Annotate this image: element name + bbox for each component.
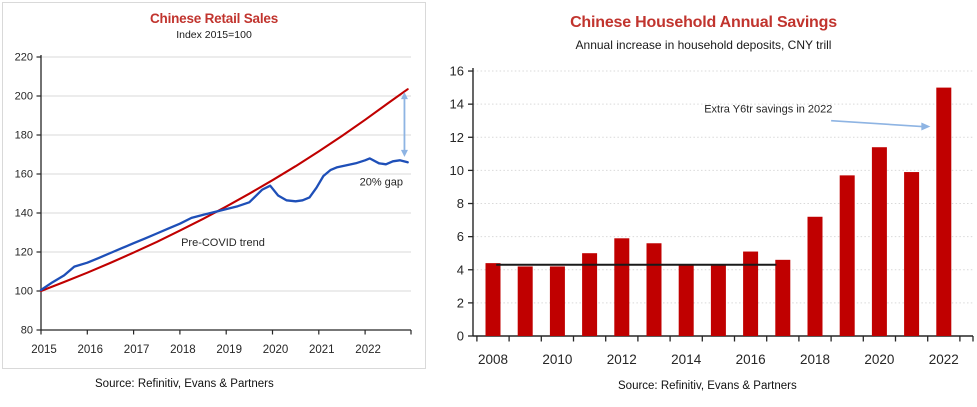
y-tick-label: 140 — [15, 208, 33, 220]
x-tick-label: 2008 — [478, 352, 508, 367]
retail-sales-chart-panel: Chinese Retail Sales Index 2015=100 80 10… — [2, 2, 426, 369]
y-tick-label: 16 — [450, 64, 464, 79]
x-tick-label: 2018 — [800, 352, 830, 367]
y-tick-label: 160 — [15, 169, 33, 181]
extra-savings-label: Extra Y6tr savings in 2022 — [704, 103, 832, 115]
bar-2017 — [775, 259, 791, 336]
left-chart-title: Chinese Retail Sales — [149, 11, 279, 26]
bar-2022 — [936, 87, 952, 336]
y-tick-label: 180 — [15, 130, 33, 142]
left-chart-subtitle: Index 2015=100 — [176, 29, 252, 41]
bar-2009 — [517, 266, 533, 336]
annotation-arrow-head-icon — [921, 122, 931, 131]
y-tick-label: 2 — [457, 295, 464, 310]
annotation-arrow-line — [831, 119, 923, 128]
y-tick-label: 12 — [450, 130, 464, 145]
bar-2018 — [807, 216, 823, 336]
x-tick-label: 2020 — [864, 352, 894, 367]
household-savings-chart-panel: Chinese Household Annual Savings Annual … — [430, 2, 977, 405]
retail-sales-plot: 80 100 120 140 160 180 200 220 2015 2016 2017 2018 2… — [15, 52, 412, 356]
x-tick-label: 2016 — [78, 344, 104, 356]
trend-line — [39, 88, 409, 293]
right-chart-title: Chinese Household Annual Savings — [570, 14, 837, 31]
bar-2012 — [614, 238, 630, 336]
right-chart-subtitle: Annual increase in household deposits, C… — [575, 38, 832, 52]
bar-2019 — [839, 175, 855, 336]
x-tick-label: 2021 — [309, 344, 335, 356]
y-tick-label: 6 — [457, 229, 464, 244]
y-tick-label: 8 — [457, 196, 464, 211]
y-tick-label: 220 — [15, 52, 33, 64]
x-tick-label: 2015 — [31, 344, 57, 356]
y-tick-label: 14 — [450, 97, 464, 112]
bar-2013 — [646, 243, 662, 336]
bar-2011 — [582, 253, 598, 336]
x-tick-label: 2018 — [170, 344, 196, 356]
x-tick-label: 2022 — [355, 344, 381, 356]
x-tick-label: 2012 — [607, 352, 637, 367]
gap-arrow-head-down-icon — [400, 149, 408, 157]
y-tick-label: 120 — [15, 247, 33, 259]
bar-2020 — [871, 147, 887, 336]
x-tick-label: 2016 — [736, 352, 766, 367]
bar-2015 — [710, 264, 726, 336]
y-tick-label: 100 — [15, 286, 33, 298]
y-tick-label: 0 — [457, 329, 464, 344]
x-tick-label: 2017 — [124, 344, 150, 356]
bar-2008 — [485, 263, 501, 336]
y-tick-label: 4 — [457, 262, 464, 277]
gap-arrow-head-up-icon — [400, 92, 408, 100]
bar-2014 — [678, 264, 694, 336]
x-tick-label: 2019 — [216, 344, 242, 356]
x-tick-label: 2014 — [671, 352, 702, 367]
y-tick-label: 200 — [15, 91, 33, 103]
actual-line — [39, 157, 409, 292]
trend-label: Pre-COVID trend — [181, 237, 265, 249]
x-tick-label: 2022 — [929, 352, 959, 367]
right-source-note: Source: Refinitiv, Evans & Partners — [618, 380, 797, 392]
y-tick-label: 10 — [450, 163, 464, 178]
bar-2021 — [904, 172, 920, 336]
household-savings-plot: 0 2 4 6 8 10 12 14 16 2008 2010 2012 2014 2016 2018 202… — [450, 64, 974, 367]
gap-label: 20% gap — [360, 177, 403, 189]
bar-2016 — [743, 251, 759, 336]
x-tick-label: 2020 — [263, 344, 289, 356]
x-tick-label: 2010 — [542, 352, 572, 367]
left-source-note: Source: Refinitiv, Evans & Partners — [95, 378, 274, 390]
y-tick-label: 80 — [21, 325, 33, 337]
bar-2010 — [549, 266, 565, 336]
